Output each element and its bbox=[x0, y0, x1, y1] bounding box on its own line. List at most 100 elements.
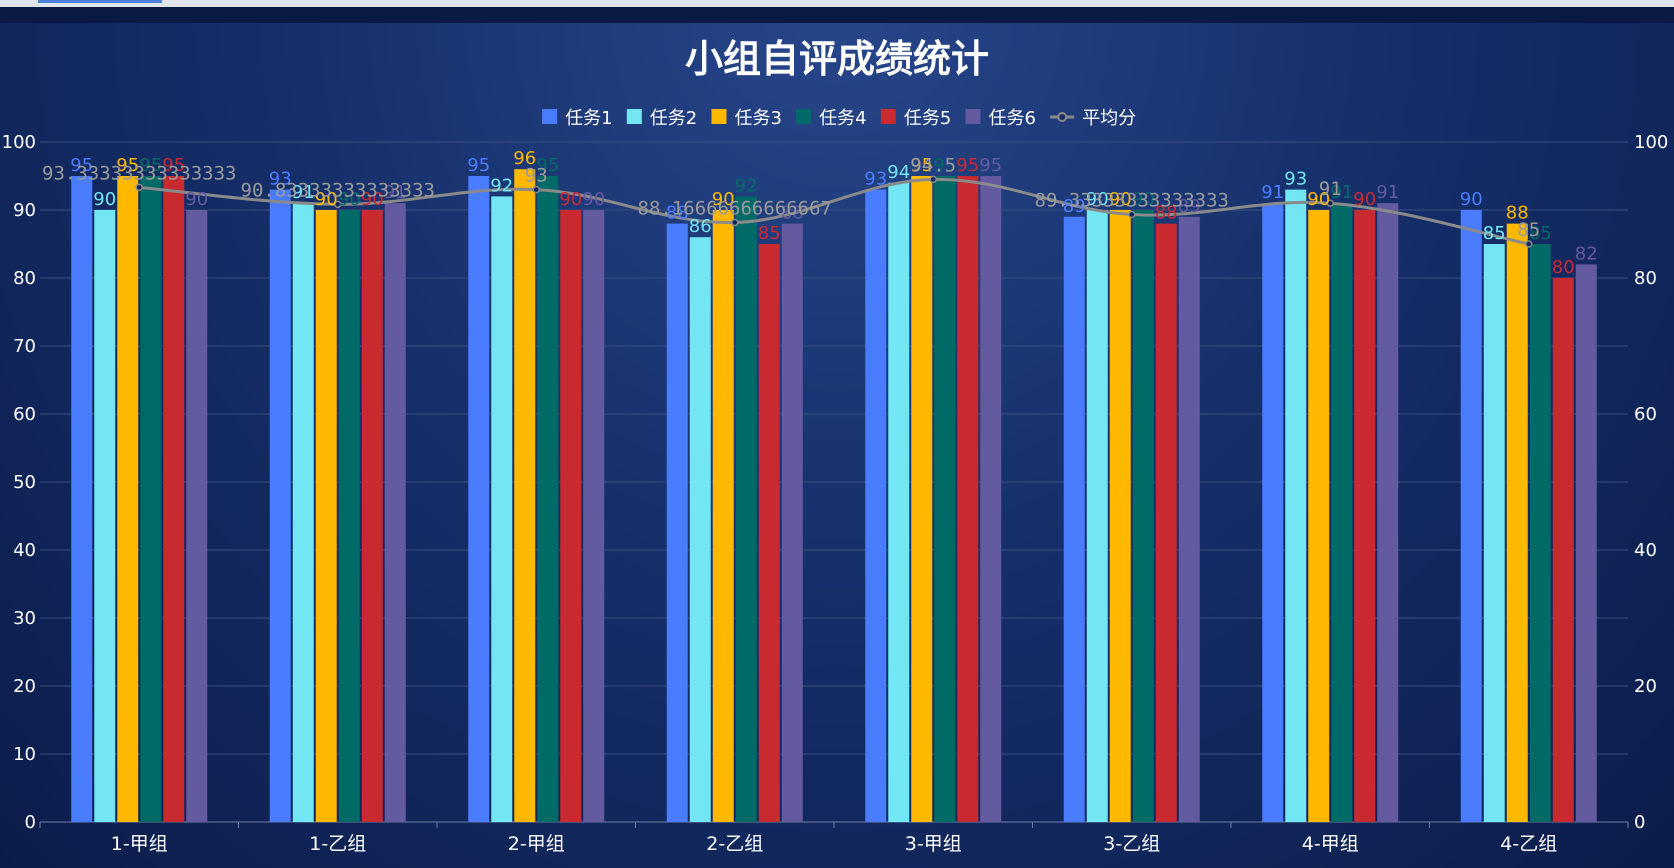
x-axis-category-label: 4-甲组 bbox=[1302, 833, 1359, 855]
bar-value-label: 90 bbox=[338, 189, 361, 210]
bar bbox=[1308, 210, 1330, 822]
bar-value-label: 93 bbox=[864, 169, 887, 190]
bar-value-label: 88 bbox=[666, 203, 689, 224]
bar bbox=[1483, 244, 1505, 822]
average-line-point bbox=[731, 218, 739, 227]
x-axis-category-label: 4-乙组 bbox=[1500, 833, 1557, 855]
x-axis-category-label: 2-甲组 bbox=[508, 833, 565, 855]
average-value-label: 90.83333333333333 bbox=[241, 179, 435, 201]
bar-value-label: 93 bbox=[269, 169, 292, 190]
bar-value-label: 88 bbox=[1155, 203, 1178, 224]
x-axis-category-label: 3-甲组 bbox=[905, 833, 962, 855]
bar bbox=[560, 210, 582, 822]
bar bbox=[735, 196, 757, 822]
bar bbox=[1285, 189, 1307, 823]
bar-value-label: 82 bbox=[1575, 243, 1598, 264]
bar-value-label: 91 bbox=[1330, 182, 1353, 203]
legend-swatch bbox=[796, 109, 812, 124]
bar-value-label: 90 bbox=[559, 189, 582, 210]
bar bbox=[666, 223, 688, 823]
bar-value-label: 90 bbox=[1086, 189, 1109, 210]
legend-swatch bbox=[626, 109, 642, 124]
bar bbox=[1331, 203, 1353, 822]
bar-value-label: 90 bbox=[93, 189, 116, 210]
bar bbox=[1132, 210, 1154, 822]
bar bbox=[1155, 223, 1177, 823]
bar bbox=[583, 210, 605, 822]
bar bbox=[689, 237, 711, 822]
bar-value-label: 90 bbox=[1307, 189, 1330, 210]
bar-value-label: 85 bbox=[1529, 223, 1552, 244]
bar bbox=[1109, 210, 1131, 822]
bar-value-label: 90 bbox=[315, 189, 338, 210]
bar-value-label: 95 bbox=[979, 155, 1002, 176]
y-axis-tick-label: 20 bbox=[13, 676, 36, 697]
average-value-label: 93 bbox=[525, 165, 548, 187]
average-line-point bbox=[532, 185, 540, 194]
bar-value-label: 90 bbox=[1460, 189, 1483, 210]
bar bbox=[384, 203, 406, 822]
bar bbox=[1460, 210, 1482, 822]
bar bbox=[71, 176, 93, 822]
x-axis-category-label: 3-乙组 bbox=[1103, 833, 1160, 855]
bar-value-label: 90 bbox=[1132, 189, 1155, 210]
average-line-point bbox=[135, 183, 143, 192]
bar-value-label: 95 bbox=[70, 155, 93, 176]
bar bbox=[1575, 264, 1597, 822]
browser-active-tab[interactable] bbox=[38, 0, 162, 3]
bar bbox=[1377, 203, 1399, 822]
bar bbox=[1506, 223, 1528, 823]
bar-value-label: 88 bbox=[781, 203, 804, 224]
browser-top-bar bbox=[0, 0, 1674, 7]
bar bbox=[888, 182, 910, 823]
average-line-point bbox=[1128, 210, 1136, 219]
average-value-label: 89.33333333333333 bbox=[1035, 190, 1229, 212]
y2-axis-tick-label: 80 bbox=[1634, 268, 1657, 289]
legend: 任务1 任务2 任务3 任务4 任务5 任务6 平均分 bbox=[542, 108, 1136, 129]
bar-value-label: 90 bbox=[1109, 189, 1132, 210]
bar bbox=[1063, 216, 1085, 823]
bar bbox=[361, 210, 383, 822]
y-axis-tick-label: 70 bbox=[13, 336, 36, 357]
bar bbox=[911, 176, 933, 822]
bar-value-label: 89 bbox=[1063, 196, 1086, 217]
bar-value-label: 80 bbox=[1552, 257, 1575, 278]
bar-value-label: 92 bbox=[490, 175, 513, 196]
legend-swatch bbox=[880, 109, 896, 124]
bar bbox=[1354, 210, 1376, 822]
average-value-label: 93.33333333333333 bbox=[42, 162, 236, 184]
y-axis-tick-label: 0 bbox=[25, 812, 36, 833]
legend-label: 任务3 bbox=[734, 108, 781, 129]
bars-layer bbox=[71, 169, 1597, 823]
bar bbox=[980, 176, 1002, 822]
bar bbox=[537, 176, 559, 822]
x-axis-category-label: 1-乙组 bbox=[309, 833, 366, 855]
bar-value-label: 90 bbox=[712, 189, 735, 210]
bar-value-label: 90 bbox=[1353, 189, 1376, 210]
bar-value-label: 94 bbox=[887, 162, 910, 183]
x-axis-category-label: 2-乙组 bbox=[706, 833, 763, 855]
bar bbox=[186, 210, 208, 822]
bar bbox=[269, 189, 291, 823]
bar-value-label: 92 bbox=[735, 175, 758, 196]
bar bbox=[1262, 203, 1284, 822]
bar bbox=[957, 176, 979, 822]
bar bbox=[315, 210, 337, 822]
bar bbox=[712, 210, 734, 822]
legend-line-marker bbox=[1057, 112, 1068, 122]
y-axis-tick-label: 90 bbox=[13, 200, 36, 221]
y-axis-tick-label: 100 bbox=[2, 132, 36, 153]
bar-value-label: 95 bbox=[536, 155, 559, 176]
bar-value-label: 90 bbox=[582, 189, 605, 210]
y2-axis-tick-label: 40 bbox=[1634, 540, 1657, 561]
bar-value-label: 91 bbox=[384, 182, 407, 203]
bar-value-label: 88 bbox=[1506, 203, 1529, 224]
legend-label: 平均分 bbox=[1082, 108, 1136, 129]
legend-label: 任务5 bbox=[904, 108, 951, 129]
bar bbox=[758, 244, 780, 822]
bar bbox=[338, 210, 360, 822]
bar-value-label: 91 bbox=[1261, 182, 1284, 203]
bar-value-label: 85 bbox=[1483, 223, 1506, 244]
bar bbox=[94, 210, 116, 822]
